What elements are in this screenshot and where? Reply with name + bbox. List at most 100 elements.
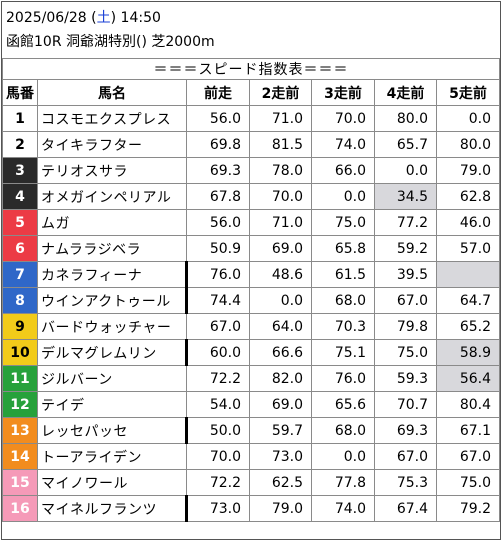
speed-3-races-ago: 0.0 <box>311 183 375 210</box>
horse-name: テリオスサラ <box>37 157 187 184</box>
speed-3-races-ago: 77.8 <box>311 469 375 496</box>
speed-5-races-ago: 0.0 <box>436 105 500 132</box>
speed-5-races-ago: 80.4 <box>436 391 500 418</box>
speed-last-race: 72.2 <box>186 469 250 496</box>
speed-2-races-ago: 79.0 <box>249 495 312 522</box>
speed-3-races-ago: 68.0 <box>311 417 375 444</box>
horse-name: カネラフィーナ <box>37 261 187 288</box>
horse-row-1: 1 コスモエクスプレス 56.0 71.0 70.0 80.0 0.0 <box>2 105 500 132</box>
horse-name: ウインアクトゥール <box>37 287 187 314</box>
speed-5-races-ago: 67.1 <box>436 417 500 444</box>
horse-name: トーアライデン <box>37 443 187 470</box>
speed-last-race: 73.0 <box>185 495 250 522</box>
speed-3-races-ago: 70.3 <box>311 313 375 340</box>
speed-5-races-ago: 58.9 <box>436 339 500 366</box>
horse-number: 3 <box>2 157 38 184</box>
speed-4-races-ago: 67.0 <box>374 443 437 470</box>
speed-4-races-ago: 70.7 <box>374 391 437 418</box>
horse-number: 11 <box>2 365 38 392</box>
speed-3-races-ago: 0.0 <box>311 443 375 470</box>
horse-number: 4 <box>2 183 38 210</box>
horse-number: 1 <box>2 105 38 132</box>
horse-number: 9 <box>2 313 38 340</box>
horse-number: 14 <box>2 443 38 470</box>
race-weekday: 土 <box>96 10 111 26</box>
speed-4-races-ago: 80.0 <box>374 105 437 132</box>
speed-5-races-ago: 57.0 <box>436 235 500 262</box>
speed-2-races-ago: 71.0 <box>249 105 312 132</box>
speed-3-races-ago: 68.0 <box>311 287 375 314</box>
horse-row-10: 10 デルマグレムリン 60.0 66.6 75.1 75.0 58.9 <box>2 339 500 366</box>
horse-row-2: 2 タイキラフター 69.8 81.5 74.0 65.7 80.0 <box>2 131 500 158</box>
horse-name: バードウォッチャー <box>37 313 187 340</box>
horse-number: 10 <box>2 339 38 366</box>
horse-name: オメガインペリアル <box>37 183 187 210</box>
horse-row-15: 15 マイノワール 72.2 62.5 77.8 75.3 75.0 <box>2 469 500 496</box>
speed-last-race: 69.3 <box>186 157 250 184</box>
speed-5-races-ago: 46.0 <box>436 209 500 236</box>
col-header-2-races-ago: 2走前 <box>249 79 312 106</box>
horse-row-8: 8 ウインアクトゥール 74.4 0.0 68.0 67.0 64.7 <box>2 287 500 314</box>
horse-row-5: 5 ムガ 56.0 71.0 75.0 77.2 46.0 <box>2 209 500 236</box>
speed-5-races-ago: 80.0 <box>436 131 500 158</box>
speed-2-races-ago: 78.0 <box>249 157 312 184</box>
horse-number: 16 <box>2 495 38 522</box>
speed-4-races-ago: 75.3 <box>374 469 437 496</box>
horse-name: マイネルフランツ <box>37 495 187 522</box>
horse-name: テイデ <box>37 391 187 418</box>
speed-last-race: 74.4 <box>185 287 250 314</box>
horse-row-13: 13 レッセパッセ 50.0 59.7 68.0 69.3 67.1 <box>2 417 500 444</box>
speed-last-race: 67.0 <box>186 313 250 340</box>
horse-number: 8 <box>2 287 38 314</box>
speed-3-races-ago: 65.8 <box>311 235 375 262</box>
horse-row-4: 4 オメガインペリアル 67.8 70.0 0.0 34.5 62.8 <box>2 183 500 210</box>
horse-number: 13 <box>2 417 38 444</box>
horse-row-3: 3 テリオスサラ 69.3 78.0 66.0 0.0 79.0 <box>2 157 500 184</box>
col-header-number: 馬番 <box>2 79 38 106</box>
speed-4-races-ago: 67.0 <box>374 287 437 314</box>
horse-number: 12 <box>2 391 38 418</box>
speed-4-races-ago: 59.3 <box>374 365 437 392</box>
horse-name: タイキラフター <box>37 131 187 158</box>
table-title: ＝＝＝スピード指数表＝＝＝ <box>2 58 500 80</box>
horse-name: ムガ <box>37 209 187 236</box>
col-header-name: 馬名 <box>37 79 187 106</box>
speed-2-races-ago: 66.6 <box>249 339 312 366</box>
speed-last-race: 56.0 <box>186 105 250 132</box>
speed-3-races-ago: 61.5 <box>311 261 375 288</box>
horse-name: ナムララジベラ <box>37 235 187 262</box>
speed-last-race: 76.0 <box>185 261 250 288</box>
speed-5-races-ago: 79.2 <box>436 495 500 522</box>
speed-2-races-ago: 71.0 <box>249 209 312 236</box>
speed-3-races-ago: 74.0 <box>311 131 375 158</box>
horse-name: ジルバーン <box>37 365 187 392</box>
speed-4-races-ago: 39.5 <box>374 261 437 288</box>
speed-3-races-ago: 75.0 <box>311 209 375 236</box>
race-time: 14:50 <box>120 10 161 26</box>
speed-4-races-ago: 59.2 <box>374 235 437 262</box>
speed-last-race: 54.0 <box>186 391 250 418</box>
horse-name: デルマグレムリン <box>37 339 187 366</box>
col-header-4-races-ago: 4走前 <box>374 79 437 106</box>
speed-5-races-ago <box>436 261 500 288</box>
speed-2-races-ago: 82.0 <box>249 365 312 392</box>
speed-2-races-ago: 62.5 <box>249 469 312 496</box>
col-header-5-races-ago: 5走前 <box>436 79 500 106</box>
speed-2-races-ago: 64.0 <box>249 313 312 340</box>
speed-4-races-ago: 69.3 <box>374 417 437 444</box>
horse-row-6: 6 ナムララジベラ 50.9 69.0 65.8 59.2 57.0 <box>2 235 500 262</box>
speed-3-races-ago: 65.6 <box>311 391 375 418</box>
horse-number: 5 <box>2 209 38 236</box>
col-header-last-race: 前走 <box>186 79 250 106</box>
speed-5-races-ago: 62.8 <box>436 183 500 210</box>
speed-last-race: 56.0 <box>186 209 250 236</box>
speed-2-races-ago: 0.0 <box>249 287 312 314</box>
horse-row-11: 11 ジルバーン 72.2 82.0 76.0 59.3 56.4 <box>2 365 500 392</box>
speed-2-races-ago: 69.0 <box>249 391 312 418</box>
horse-row-14: 14 トーアライデン 70.0 73.0 0.0 67.0 67.0 <box>2 443 500 470</box>
race-datetime: 2025/06/28 (土) 14:50 <box>6 10 161 26</box>
speed-5-races-ago: 79.0 <box>436 157 500 184</box>
horse-row-16: 16 マイネルフランツ 73.0 79.0 74.0 67.4 79.2 <box>2 495 500 522</box>
horse-name: コスモエクスプレス <box>37 105 187 132</box>
speed-last-race: 50.0 <box>185 417 250 444</box>
